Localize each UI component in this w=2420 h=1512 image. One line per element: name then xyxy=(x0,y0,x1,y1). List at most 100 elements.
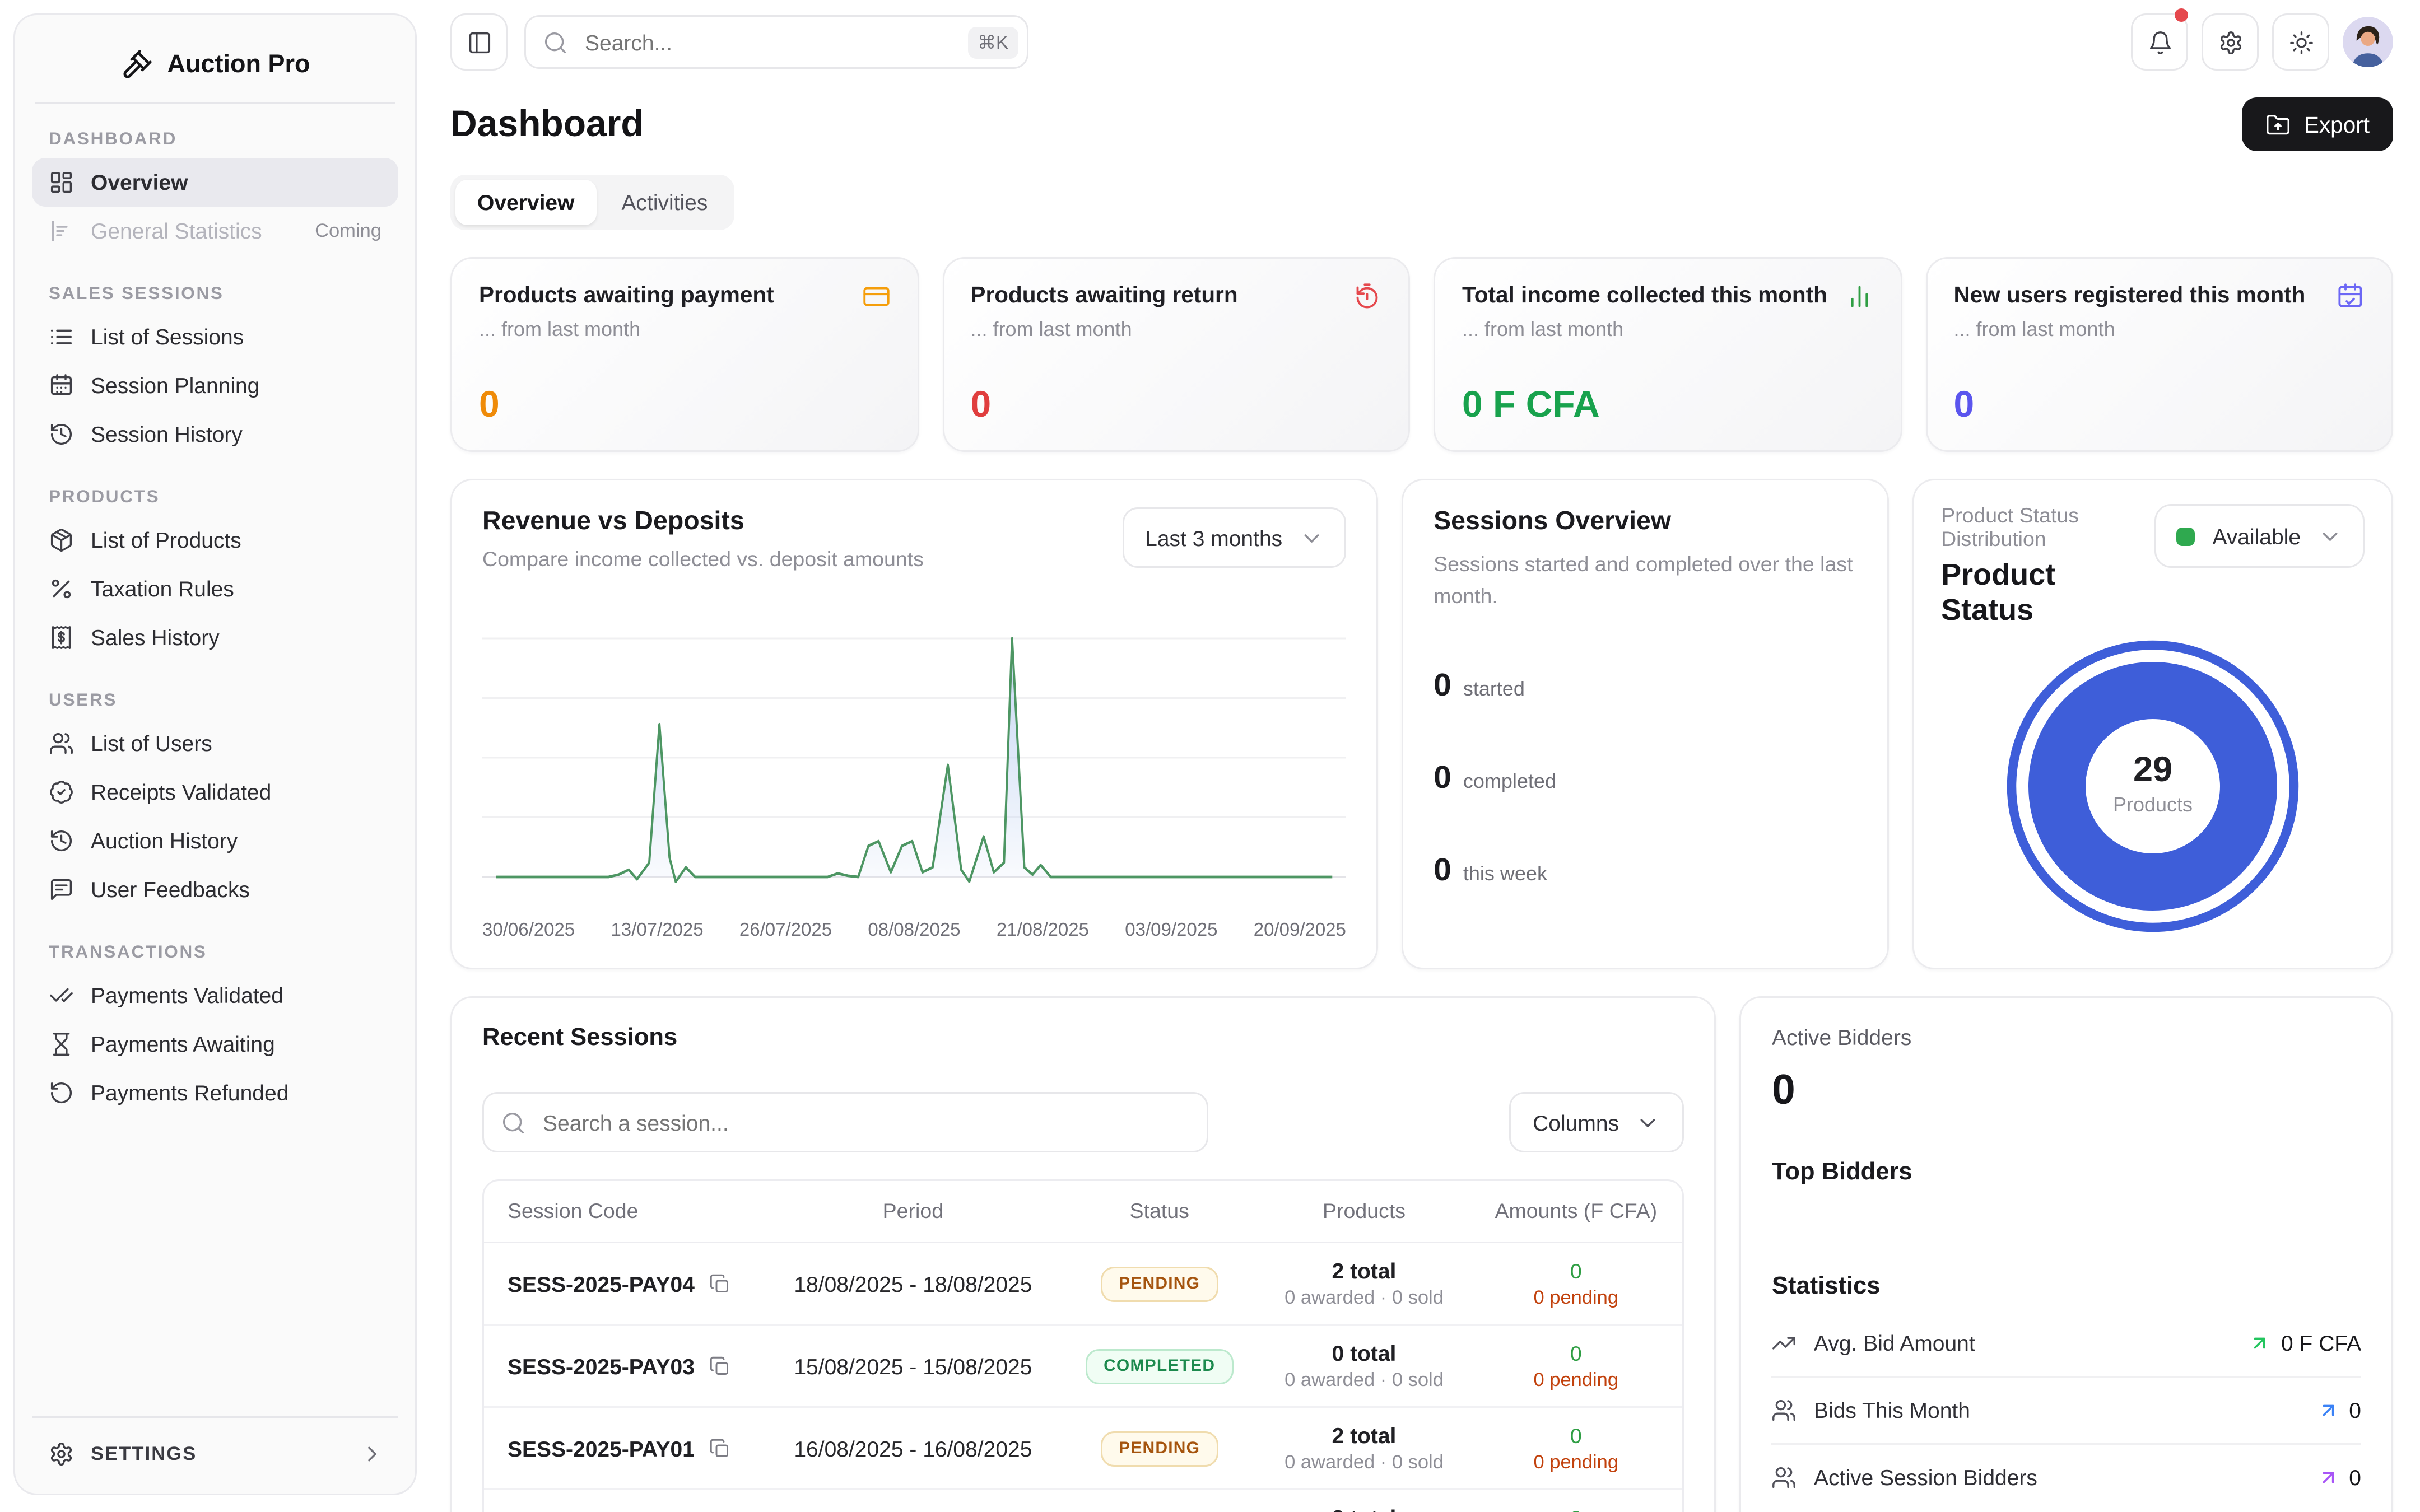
sun-button[interactable] xyxy=(2272,13,2329,71)
x-tick-label: 13/07/2025 xyxy=(611,921,704,941)
chevron-down-icon xyxy=(1299,525,1324,550)
arrow-up-right-icon xyxy=(2249,1332,2271,1354)
stat-card-title: Products awaiting payment xyxy=(479,282,774,307)
sidebar-section-label: SALES SESSIONS xyxy=(49,284,224,304)
sidebar-toggle-button[interactable] xyxy=(450,13,508,71)
sidebar-item-list-of-products[interactable]: List of Products xyxy=(32,516,398,564)
sun-icon xyxy=(2288,30,2314,55)
status-dot xyxy=(2177,526,2196,545)
sidebar-item-receipts-validated[interactable]: Receipts Validated xyxy=(32,768,398,816)
column-header-products[interactable]: Products xyxy=(1259,1181,1469,1243)
chevron-down-icon xyxy=(2317,524,2343,549)
table-row[interactable]: SESS-2025-PAY01 16/08/2025 - 16/08/2025 PE… xyxy=(484,1407,1683,1490)
sidebar-item-session-planning[interactable]: Session Planning xyxy=(32,361,398,410)
products-total: 2 total xyxy=(1279,1505,1449,1512)
stat-card-subtitle: ... from last month xyxy=(1953,318,2115,341)
table-row[interactable]: SESS-2025-PAY0217/08/2025 - 17/08/2025PE… xyxy=(484,1489,1683,1512)
session-stat-label: this week xyxy=(1463,861,1547,885)
amount-pending: 0 pending xyxy=(1533,1370,1619,1390)
statistic-value: 0 F CFA xyxy=(2281,1331,2361,1356)
settings-label: SETTINGS xyxy=(91,1444,197,1464)
app-name: Auction Pro xyxy=(167,50,310,79)
session-period: 17/08/2025 - 17/08/2025 xyxy=(766,1489,1060,1512)
statistics-heading: Statistics xyxy=(1772,1273,1881,1300)
products-detail: 0 awarded · 0 sold xyxy=(1285,1289,1444,1309)
range-select[interactable]: Last 3 months xyxy=(1123,507,1347,568)
sidebar-item-label: List of Products xyxy=(91,528,241,553)
export-label: Export xyxy=(2303,111,2370,137)
gear-button[interactable] xyxy=(2202,13,2259,71)
badge-check-icon xyxy=(49,780,74,805)
sidebar-item-label: Sales History xyxy=(91,625,220,650)
sidebar-item-taxation-rules[interactable]: Taxation Rules xyxy=(32,564,398,613)
session-code: SESS-2025-PAY04 xyxy=(508,1271,695,1296)
stat-card-products-awaiting-payment: Products awaiting payment ... from last m… xyxy=(450,257,919,452)
sidebar-item-label: Session Planning xyxy=(91,373,260,398)
sidebar-item-sales-history[interactable]: Sales History xyxy=(32,613,398,662)
stat-card-new-users-registered-this-month: New users registered this month ... from … xyxy=(1925,257,2393,452)
sidebar-section-label: PRODUCTS xyxy=(49,487,160,507)
column-header-session-code[interactable]: Session Code xyxy=(484,1181,766,1243)
sidebar-section-users: USERS List of Users Receipts Validated Auct… xyxy=(32,679,398,914)
avatar[interactable] xyxy=(2343,17,2393,67)
stat-card-total-income-collected-this-month: Total income collected this month ... fro… xyxy=(1434,257,1902,452)
sidebar-item-payments-validated[interactable]: Payments Validated xyxy=(32,971,398,1020)
copy-icon[interactable] xyxy=(710,1355,732,1377)
tab-activities[interactable]: Activities xyxy=(621,190,708,215)
sessions-overview-stats: 0 started 0 completed 0 this week xyxy=(1434,668,1857,890)
session-stat-value: 0 xyxy=(1434,668,1451,703)
credit-card-icon xyxy=(862,282,890,311)
column-header-period[interactable]: Period xyxy=(766,1181,1060,1243)
session-search xyxy=(482,1092,1208,1152)
sidebar-item-payments-refunded[interactable]: Payments Refunded xyxy=(32,1068,398,1117)
table-row[interactable]: SESS-2025-PAY03 15/08/2025 - 15/08/2025 CO… xyxy=(484,1324,1683,1408)
sidebar-item-label: Auction History xyxy=(91,828,238,853)
amount-value: 0 xyxy=(1570,1259,1582,1283)
bell-button[interactable] xyxy=(2131,8,2188,71)
sidebar-item-settings[interactable]: SETTINGS xyxy=(32,1416,398,1473)
gear-icon xyxy=(2218,30,2243,55)
products-detail: 0 awarded · 0 sold xyxy=(1285,1453,1444,1473)
sidebar-item-overview[interactable]: Overview xyxy=(32,158,398,207)
chevron-down-icon xyxy=(1636,1110,1661,1135)
sidebar-section-products: PRODUCTS List of Products Taxation Rules Sa… xyxy=(32,475,398,662)
stat-card-products-awaiting-return: Products awaiting return ... from last mo… xyxy=(942,257,1410,452)
recent-sessions-title: Recent Sessions xyxy=(482,1025,678,1052)
bell-icon xyxy=(2147,30,2172,55)
sidebar-section-sales-sessions: SALES SESSIONS List of Sessions Session Pl… xyxy=(32,272,398,459)
arrow-up-right-icon xyxy=(2317,1399,2339,1421)
table-row[interactable]: SESS-2025-PAY04 18/08/2025 - 18/08/2025 PE… xyxy=(484,1242,1683,1326)
amount-value: 0 xyxy=(1570,1341,1582,1365)
statistic-label: Bids This Month xyxy=(1814,1398,1970,1423)
product-status-card: Product Status Distribution Product Stat… xyxy=(1912,479,2394,969)
status-filter-select[interactable]: Available xyxy=(2155,504,2365,568)
amount-value: 0 xyxy=(1490,1506,1663,1512)
sidebar-item-list-of-sessions[interactable]: List of Sessions xyxy=(32,312,398,361)
sidebar-item-auction-history[interactable]: Auction History xyxy=(32,816,398,865)
sidebar-item-general-statistics[interactable]: General Statistics Coming xyxy=(32,207,398,255)
sessions-overview-card: Sessions Overview Sessions started and c… xyxy=(1402,479,1890,969)
sidebar-item-user-feedbacks[interactable]: User Feedbacks xyxy=(32,865,398,914)
donut-value: 29 xyxy=(2133,750,2172,789)
search-input[interactable] xyxy=(581,27,954,57)
sidebar-item-payments-awaiting[interactable]: Payments Awaiting xyxy=(32,1020,398,1068)
sessions-overview-subtitle: Sessions started and completed over the … xyxy=(1434,553,1853,608)
session-search-input[interactable] xyxy=(539,1108,1198,1137)
product-status-label: Product Status Distribution xyxy=(1941,504,2079,551)
sidebar-item-session-history[interactable]: Session History xyxy=(32,410,398,459)
sidebar-item-label: Payments Awaiting xyxy=(91,1032,275,1057)
copy-icon[interactable] xyxy=(710,1438,732,1459)
main-content: ⌘K Dashboard Export Overview Activities P… xyxy=(417,0,2420,1512)
stat-card-subtitle: ... from last month xyxy=(479,318,641,341)
sidebar-item-list-of-users[interactable]: List of Users xyxy=(32,719,398,768)
layout-dashboard-icon xyxy=(49,170,74,195)
copy-icon[interactable] xyxy=(710,1273,732,1295)
statistic-row-avg-bid-amount: Avg. Bid Amount 0 F CFA xyxy=(1772,1310,2361,1376)
column-header-amounts-f-cfa[interactable]: Amounts (F CFA) xyxy=(1469,1181,1683,1243)
columns-button[interactable]: Columns xyxy=(1509,1092,1685,1152)
tab-overview[interactable]: Overview xyxy=(455,180,597,225)
column-header-status[interactable]: Status xyxy=(1059,1181,1259,1243)
recent-sessions-card: Recent Sessions Columns xyxy=(450,996,1717,1512)
export-button[interactable]: Export xyxy=(2241,97,2393,151)
statistic-value: 0 xyxy=(2349,1465,2361,1490)
